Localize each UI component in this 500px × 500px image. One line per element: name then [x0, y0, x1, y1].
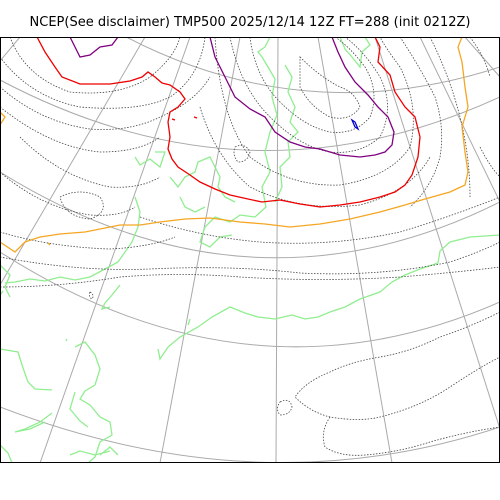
- coastline-segment: [339, 37, 371, 69]
- coastline-segment: [134, 151, 166, 169]
- coastline-segment: [0, 348, 53, 391]
- dotted-isotherm: [214, 37, 414, 186]
- dotted-isotherm: [249, 37, 375, 133]
- dotted-isotherm: [0, 37, 206, 109]
- orange-isotherm: [47, 242, 51, 246]
- map-frame: [0, 37, 500, 463]
- dotted-isotherms: [0, 37, 500, 456]
- purple-isotherm: [209, 37, 395, 158]
- dotted-isotherm: [299, 56, 361, 119]
- dotted-isotherm: [0, 171, 136, 216]
- coastline-segment: [0, 264, 11, 298]
- latitude-circle: [125, 37, 500, 93]
- purple-isotherm: [69, 37, 119, 58]
- latitude-circle: [0, 406, 500, 463]
- red-isotherm: [36, 37, 421, 208]
- coastline-segment: [167, 234, 500, 348]
- dotted-isotherm: [0, 231, 176, 250]
- meridian-line: [39, 37, 191, 463]
- meridian-line: [275, 37, 279, 463]
- dotted-isotherm: [469, 37, 491, 78]
- dotted-isotherm: [88, 291, 94, 300]
- dotted-isotherm: [322, 416, 500, 456]
- dotted-isotherm: [0, 76, 211, 130]
- red-isotherm: [171, 118, 176, 121]
- map-title: NCEP(See disclaimer) TMP500 2025/12/14 1…: [29, 15, 471, 30]
- dotted-isotherm: [0, 241, 500, 275]
- meridian-line: [317, 37, 393, 463]
- orange-isotherm: [0, 37, 469, 253]
- graticule: [0, 37, 500, 463]
- coastline-segment: [69, 450, 111, 456]
- meridian-line: [0, 37, 21, 62]
- blue-isotherm: [350, 118, 360, 131]
- dotted-isotherm: [479, 146, 500, 178]
- coastline-segment: [179, 196, 206, 213]
- dotted-isotherm: [139, 196, 500, 244]
- coastline-segment: [74, 341, 113, 463]
- coastline-segment: [187, 318, 191, 326]
- coastline-segment: [169, 156, 236, 203]
- coastline-segment: [69, 391, 89, 428]
- red-isotherm: [193, 116, 198, 119]
- latitude-circle: [0, 79, 500, 152]
- dotted-isotherm: [0, 106, 161, 153]
- latitude-circle: [0, 251, 500, 348]
- dotted-isotherm: [277, 399, 293, 416]
- coastline-segment: [274, 64, 299, 203]
- coastline-segment: [4, 196, 141, 284]
- dotted-isotherm: [229, 37, 388, 153]
- coastline-segment: [14, 412, 53, 433]
- coastline-segment: [0, 444, 13, 463]
- map-border: [0, 37, 500, 463]
- meridian-line: [419, 37, 500, 203]
- coastline: [0, 37, 500, 463]
- meridian-line: [464, 37, 500, 78]
- meridian-line: [0, 37, 146, 286]
- orange-isotherm: [0, 111, 6, 126]
- dotted-isotherm: [294, 311, 500, 420]
- meridian-line: [159, 37, 241, 463]
- dotted-isotherm: [233, 144, 251, 163]
- coastline-segment: [157, 346, 169, 361]
- coastline-segment: [65, 338, 68, 342]
- coastline-segment: [100, 284, 121, 310]
- meridian-line: [374, 37, 500, 430]
- dotted-isotherm: [429, 37, 471, 198]
- coastline-segment: [199, 37, 278, 248]
- dotted-isotherm: [399, 37, 443, 208]
- dotted-isotherm: [59, 191, 104, 220]
- dotted-isotherm: [9, 37, 181, 94]
- dotted-isotherm: [19, 136, 161, 188]
- latitude-circle: [0, 171, 500, 259]
- dotted-isotherm: [0, 266, 500, 288]
